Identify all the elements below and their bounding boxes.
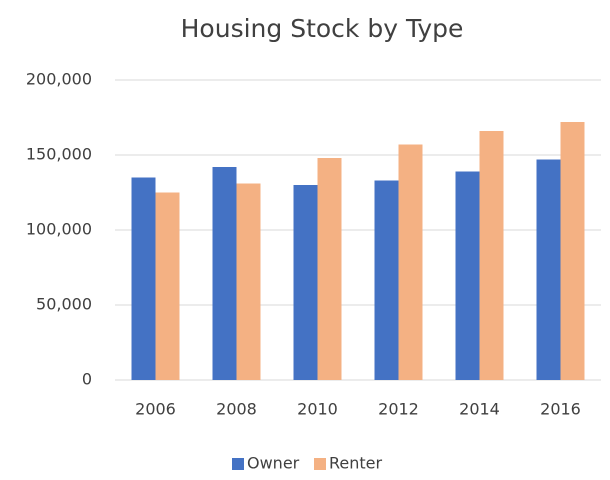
bar xyxy=(560,122,585,380)
y-tick-label: 50,000 xyxy=(36,295,92,314)
bar xyxy=(455,171,480,380)
x-tick-label: 2012 xyxy=(378,400,419,419)
legend-swatch xyxy=(232,458,244,470)
x-tick-label: 2006 xyxy=(135,400,176,419)
x-tick-label: 2014 xyxy=(459,400,500,419)
x-tick-label: 2008 xyxy=(216,400,257,419)
bar xyxy=(293,185,318,380)
bar xyxy=(536,159,561,380)
bar xyxy=(212,167,237,380)
x-tick-label: 2010 xyxy=(297,400,338,419)
chart-title: Housing Stock by Type xyxy=(181,14,464,43)
y-tick-label: 100,000 xyxy=(26,220,92,239)
y-tick-label: 150,000 xyxy=(26,145,92,164)
x-tick-label: 2016 xyxy=(540,400,581,419)
bar xyxy=(155,192,180,380)
legend-label: Owner xyxy=(247,454,300,473)
y-tick-label: 200,000 xyxy=(26,70,92,89)
legend-label: Renter xyxy=(329,454,383,473)
bar xyxy=(479,131,504,380)
bar xyxy=(236,183,261,380)
bar xyxy=(374,180,399,380)
bar xyxy=(317,158,342,380)
bar xyxy=(398,144,423,380)
bar xyxy=(131,177,156,380)
legend-swatch xyxy=(314,458,326,470)
y-tick-label: 0 xyxy=(82,370,92,389)
